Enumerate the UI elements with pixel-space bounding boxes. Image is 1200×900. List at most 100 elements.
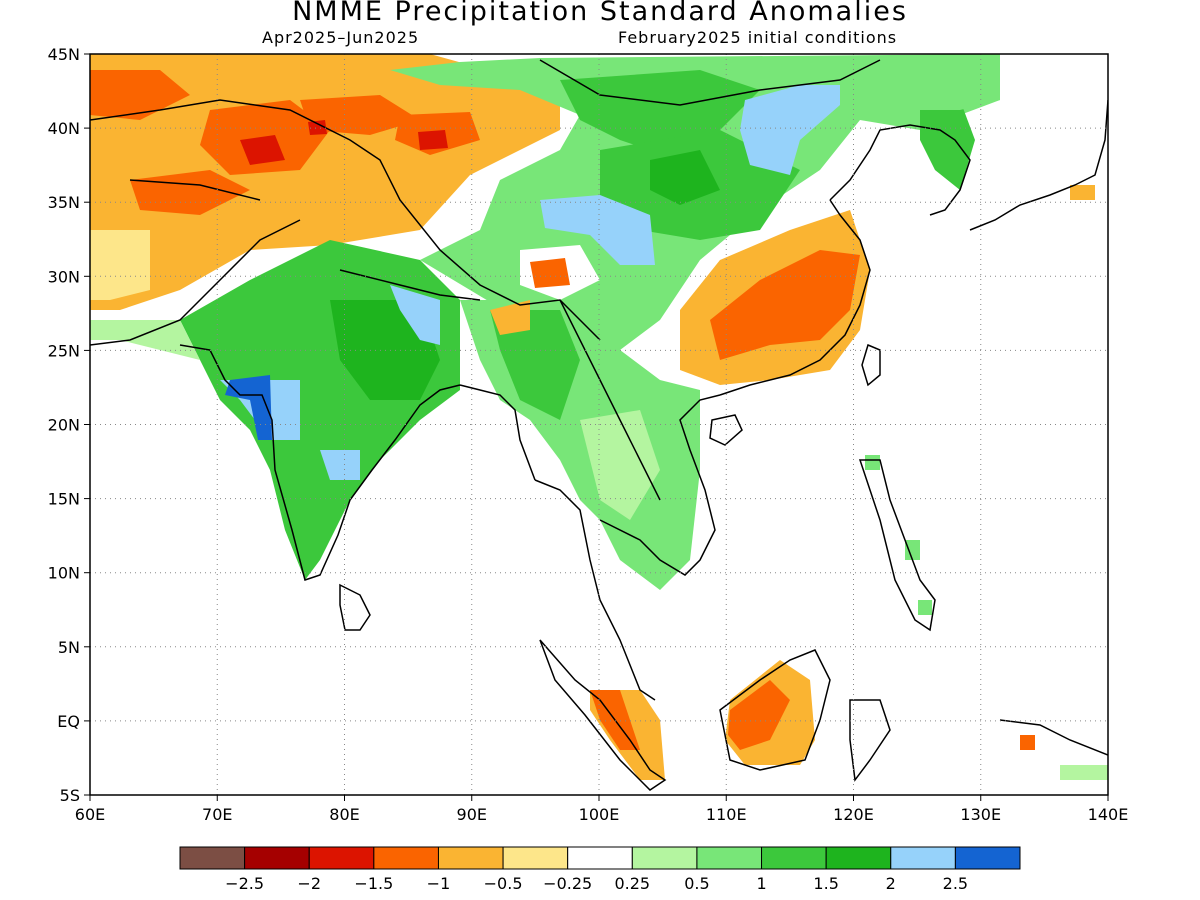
coast-srilanka <box>339 583 371 631</box>
anomaly-field <box>90 54 1108 780</box>
coast-taiwan <box>861 343 881 387</box>
region-qinghai-very-wet <box>540 195 655 265</box>
lat-label: 5N <box>58 638 80 657</box>
colorbar-swatch <box>308 846 375 870</box>
coast-sumatra <box>539 639 667 791</box>
colorbar-swatch <box>179 846 246 870</box>
colorbar <box>179 846 1021 870</box>
border-indochina <box>559 299 661 501</box>
region-indochina-wet <box>460 300 700 590</box>
region-core-red2 <box>418 130 448 150</box>
colorbar-label: 1.5 <box>813 874 838 893</box>
coast-china-south <box>719 199 871 396</box>
colorbar-swatch <box>954 846 1021 870</box>
region-himalaya-wet <box>390 285 440 345</box>
colorbar-swatch <box>890 846 956 870</box>
coast-philippines <box>858 459 936 632</box>
coastlines <box>90 59 1108 791</box>
region-southeast-china-core <box>710 250 860 360</box>
coast-china-north <box>829 124 971 216</box>
lon-label: 80E <box>329 805 359 824</box>
coast-india <box>179 344 461 581</box>
region-dark-wet <box>650 150 720 205</box>
region-newguinea-dry <box>1020 735 1035 750</box>
lon-label: 100E <box>579 805 620 824</box>
lat-label: 5S <box>60 786 80 805</box>
border-mongolia <box>539 59 881 106</box>
initial-conditions: February2025 initial conditions <box>618 28 898 47</box>
border-tibet <box>339 269 481 301</box>
lon-label: 90E <box>457 805 487 824</box>
lon-label: 130E <box>960 805 1001 824</box>
region-borneo-core <box>728 680 790 750</box>
colorbar-swatch <box>244 846 310 870</box>
lat-label: 35N <box>48 193 80 212</box>
lat-label: EQ <box>57 712 80 731</box>
colorbar-label: 0.25 <box>614 874 650 893</box>
lat-label: 15N <box>48 490 80 509</box>
lat-label: 45N <box>48 45 80 64</box>
region-core-red3 <box>308 120 327 135</box>
colorbar-label: −2 <box>297 874 321 893</box>
lat-label: 25N <box>48 341 80 360</box>
region-korea-wet <box>920 100 975 190</box>
colorbar-swatch <box>825 846 892 870</box>
colorbar-label: 2 <box>886 874 896 893</box>
region-tibet-dry <box>530 258 570 288</box>
coast-borneo <box>719 649 831 771</box>
lon-label: 70E <box>202 805 232 824</box>
region-newguinea-light <box>1060 765 1108 780</box>
colorbar-label: −2.5 <box>225 874 264 893</box>
region-central-asia-light <box>90 230 150 300</box>
colorbar-swatch <box>567 846 633 870</box>
coast-malay <box>534 479 656 701</box>
coast-japan <box>969 99 1108 231</box>
lon-label: 60E <box>75 805 105 824</box>
longitude-labels: 60E 70E 80E 90E 100E 110E 120E 130E 140E <box>75 805 1129 824</box>
region-afghanistan-dry <box>130 170 250 215</box>
region-philippines-wet <box>865 455 880 470</box>
colorbar-swatch <box>502 846 569 870</box>
region-myanmar-wet <box>490 310 580 420</box>
colorbar-label: 1 <box>756 874 766 893</box>
region-philippines-wet2 <box>905 540 920 560</box>
colorbar-swatch <box>631 846 698 870</box>
region-tarim-dry <box>300 95 420 135</box>
region-kazakh-dry <box>90 70 190 120</box>
coast-bay-bengal <box>459 384 536 481</box>
lon-label: 140E <box>1088 805 1129 824</box>
lat-label: 20N <box>48 416 80 435</box>
colorbar-swatch <box>373 846 439 870</box>
colorbar-swatch <box>696 846 763 870</box>
colorbar-labels: −2.5 −2 −1.5 −1 −0.5 −0.25 0.25 0.5 1 1.5 2 2.5 <box>225 874 968 893</box>
coast-sulawesi <box>849 699 891 782</box>
colorbar-label: −0.25 <box>543 874 592 893</box>
region-india-light <box>90 320 200 360</box>
forecast-period: Apr2025–Jun2025 <box>262 28 420 47</box>
region-core-red <box>240 135 285 165</box>
region-burma-dry <box>490 300 530 335</box>
axis-ticks <box>84 53 1109 801</box>
colorbar-label: 2.5 <box>943 874 968 893</box>
colorbar-label: 0.5 <box>684 874 709 893</box>
coast-newguinea <box>999 719 1108 756</box>
region-deccan-wet <box>320 450 360 480</box>
lat-label: 10N <box>48 564 80 583</box>
map-title: NMME Precipitation Standard Anomalies <box>292 0 908 27</box>
region-india-wet <box>180 240 460 580</box>
border-central-asia <box>90 99 601 341</box>
colorbar-swatch <box>761 846 827 870</box>
lat-label: 30N <box>48 267 80 286</box>
region-indochina-light <box>580 410 660 520</box>
latitude-labels: 45N 40N 35N 30N 25N 20N 15N 10N 5N EQ 5S <box>48 45 80 805</box>
colorbar-swatch <box>437 846 504 870</box>
region-korea-light <box>900 60 1000 110</box>
border-afghan <box>129 179 261 201</box>
region-philippines-wet3 <box>918 600 932 615</box>
graticule <box>90 54 1108 795</box>
coast-indochina <box>599 394 721 576</box>
colorbar-label: −1.5 <box>354 874 393 893</box>
lon-label: 120E <box>833 805 874 824</box>
region-mongolia-very-wet <box>740 85 840 175</box>
